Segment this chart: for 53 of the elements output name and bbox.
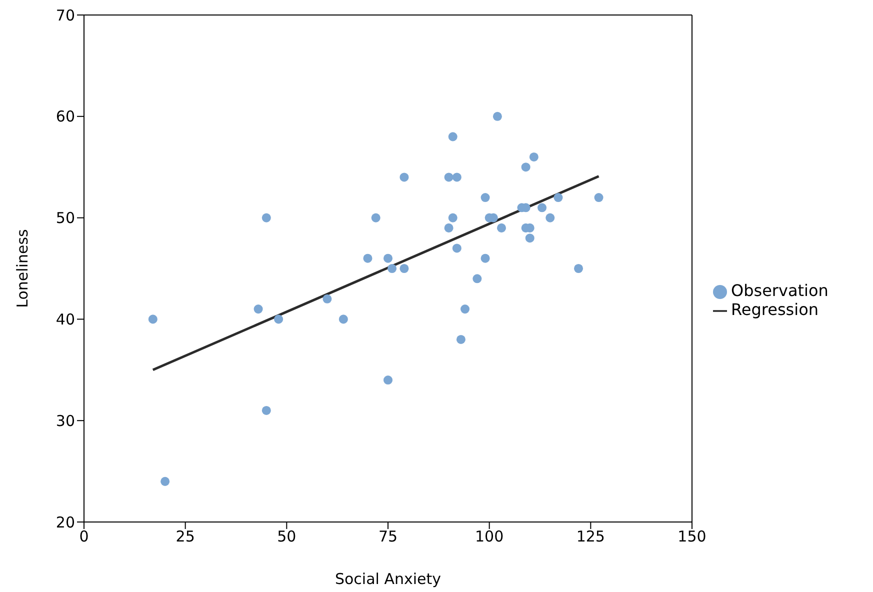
point	[594, 193, 604, 202]
point	[529, 152, 538, 162]
x-tick-label: 25	[176, 528, 195, 546]
x-tick-label: 100	[475, 528, 504, 546]
y-tick-label: 30	[56, 412, 75, 430]
point	[538, 203, 547, 212]
point	[388, 264, 397, 274]
point	[554, 193, 563, 202]
point	[448, 213, 458, 222]
point	[444, 223, 454, 232]
point	[472, 274, 482, 284]
point	[371, 213, 380, 222]
point	[525, 234, 534, 243]
point	[338, 314, 348, 324]
point	[274, 314, 284, 324]
point	[160, 476, 170, 486]
point	[262, 406, 271, 415]
point	[546, 213, 555, 222]
y-tick-label: 60	[56, 108, 75, 126]
point	[452, 244, 462, 253]
point	[521, 162, 530, 172]
point	[400, 264, 409, 274]
point	[574, 264, 584, 274]
y-tick-label: 70	[56, 6, 75, 24]
legend-label: Regression	[731, 300, 819, 319]
x-tick-label: 75	[378, 528, 398, 546]
x-tick-label: 50	[277, 528, 296, 546]
x-tick-label: 0	[79, 528, 89, 546]
y-axis-title: Loneliness	[13, 228, 32, 308]
point	[496, 223, 506, 232]
y-tick-label: 50	[56, 209, 75, 228]
point	[452, 172, 462, 182]
point	[492, 112, 502, 121]
y-tick-label: 20	[56, 513, 75, 532]
point	[148, 314, 158, 324]
point	[254, 304, 263, 314]
point	[262, 213, 271, 222]
x-axis-title: Social Anxiety	[334, 570, 442, 588]
point	[480, 254, 490, 263]
point	[460, 304, 470, 314]
point	[383, 376, 393, 385]
point	[383, 254, 393, 263]
point	[322, 294, 332, 304]
legend-label: Observation	[731, 281, 828, 300]
point	[456, 334, 466, 344]
x-tick-label: 150	[678, 528, 706, 546]
point	[444, 172, 454, 182]
point	[363, 254, 372, 263]
point	[480, 193, 490, 202]
point	[400, 172, 409, 182]
x-tick-label: 125	[576, 528, 605, 546]
y-tick-label: 40	[56, 310, 75, 329]
point	[448, 132, 458, 142]
